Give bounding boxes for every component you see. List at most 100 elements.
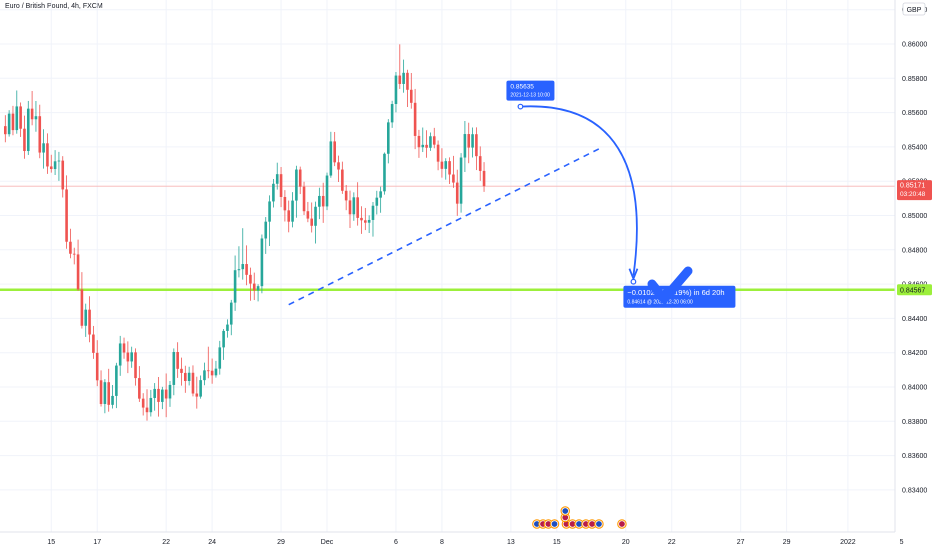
candle[interactable] xyxy=(275,162,279,190)
candles[interactable] xyxy=(4,44,486,421)
candle[interactable] xyxy=(387,119,390,164)
candle[interactable] xyxy=(4,115,7,143)
candle[interactable] xyxy=(23,115,26,159)
candle[interactable] xyxy=(459,153,463,213)
candle[interactable] xyxy=(15,90,19,134)
candle[interactable] xyxy=(172,348,176,396)
candle[interactable] xyxy=(11,105,15,136)
candle[interactable] xyxy=(325,172,329,211)
candle[interactable] xyxy=(195,376,199,409)
candle[interactable] xyxy=(126,341,130,374)
candle[interactable] xyxy=(344,184,348,211)
candle[interactable] xyxy=(141,393,145,416)
candle[interactable] xyxy=(226,319,229,338)
candle[interactable] xyxy=(164,373,168,418)
candle[interactable] xyxy=(7,110,11,137)
candle[interactable] xyxy=(306,201,310,223)
candle[interactable] xyxy=(245,245,248,286)
candle[interactable] xyxy=(352,192,356,221)
candle[interactable] xyxy=(103,379,107,414)
candle[interactable] xyxy=(321,182,325,223)
candle[interactable] xyxy=(203,362,206,386)
candle[interactable] xyxy=(187,366,191,386)
candle[interactable] xyxy=(402,59,405,93)
candle[interactable] xyxy=(440,148,444,178)
candle[interactable] xyxy=(302,181,306,215)
candle[interactable] xyxy=(118,335,122,376)
start-callout-box[interactable] xyxy=(506,80,555,101)
candle[interactable] xyxy=(463,121,467,172)
candle[interactable] xyxy=(356,182,359,226)
candle[interactable] xyxy=(413,88,417,150)
candle[interactable] xyxy=(452,155,455,188)
candle[interactable] xyxy=(295,165,298,218)
candle[interactable] xyxy=(341,161,344,194)
candle[interactable] xyxy=(72,247,76,265)
candle[interactable] xyxy=(46,133,49,174)
candle[interactable] xyxy=(191,365,195,397)
candle[interactable] xyxy=(34,100,38,132)
candle[interactable] xyxy=(429,132,432,151)
candle[interactable] xyxy=(38,104,42,159)
candle[interactable] xyxy=(65,175,68,249)
candle[interactable] xyxy=(107,368,111,412)
candle[interactable] xyxy=(379,186,382,213)
candle[interactable] xyxy=(42,129,45,169)
candle[interactable] xyxy=(95,340,99,387)
candle[interactable] xyxy=(482,162,486,192)
candle[interactable] xyxy=(180,357,183,386)
candle[interactable] xyxy=(241,228,245,280)
candle[interactable] xyxy=(409,72,413,109)
candle[interactable] xyxy=(157,377,160,417)
candle[interactable] xyxy=(88,296,91,343)
candle[interactable] xyxy=(383,152,386,195)
candle[interactable] xyxy=(218,340,222,375)
event-marker[interactable] xyxy=(594,519,604,529)
candle[interactable] xyxy=(333,131,336,167)
candle[interactable] xyxy=(364,207,367,231)
candle[interactable] xyxy=(256,284,260,302)
candle[interactable] xyxy=(206,346,210,379)
candle[interactable] xyxy=(371,201,375,237)
candle[interactable] xyxy=(161,386,164,410)
trendline-layer[interactable] xyxy=(288,146,604,306)
candle[interactable] xyxy=(455,169,459,216)
candle[interactable] xyxy=(337,155,340,183)
candle[interactable] xyxy=(53,150,57,176)
candle[interactable] xyxy=(471,127,474,158)
candle[interactable] xyxy=(57,151,61,181)
candle[interactable] xyxy=(49,154,53,173)
event-marker[interactable] xyxy=(560,512,570,523)
candle[interactable] xyxy=(444,158,448,180)
candle[interactable] xyxy=(176,342,179,378)
projection-arrow[interactable] xyxy=(520,105,638,276)
candle[interactable] xyxy=(252,272,256,301)
candle[interactable] xyxy=(229,299,233,336)
candle[interactable] xyxy=(398,44,402,89)
candle[interactable] xyxy=(417,129,421,158)
candle[interactable] xyxy=(122,337,126,359)
projection-start-point[interactable] xyxy=(517,103,524,110)
candle[interactable] xyxy=(69,228,72,259)
candle[interactable] xyxy=(467,122,471,164)
candle[interactable] xyxy=(199,375,202,399)
candle[interactable] xyxy=(115,362,118,409)
projection-end-point[interactable] xyxy=(630,278,637,285)
candle[interactable] xyxy=(61,156,65,198)
candle[interactable] xyxy=(214,360,218,378)
candle[interactable] xyxy=(168,380,172,407)
candle[interactable] xyxy=(99,370,103,407)
candle[interactable] xyxy=(19,102,22,137)
end-callout-box[interactable] xyxy=(623,285,736,308)
price-axis[interactable]: 0.862000.860000.858000.856000.854000.852… xyxy=(894,0,932,550)
candle[interactable] xyxy=(222,329,225,360)
candle[interactable] xyxy=(436,140,440,171)
candle[interactable] xyxy=(318,187,321,220)
candle[interactable] xyxy=(184,365,187,393)
candle[interactable] xyxy=(375,190,379,215)
candle[interactable] xyxy=(80,272,84,329)
candle[interactable] xyxy=(26,100,30,155)
candle[interactable] xyxy=(314,201,317,244)
candle[interactable] xyxy=(283,190,287,222)
candle[interactable] xyxy=(272,178,275,208)
